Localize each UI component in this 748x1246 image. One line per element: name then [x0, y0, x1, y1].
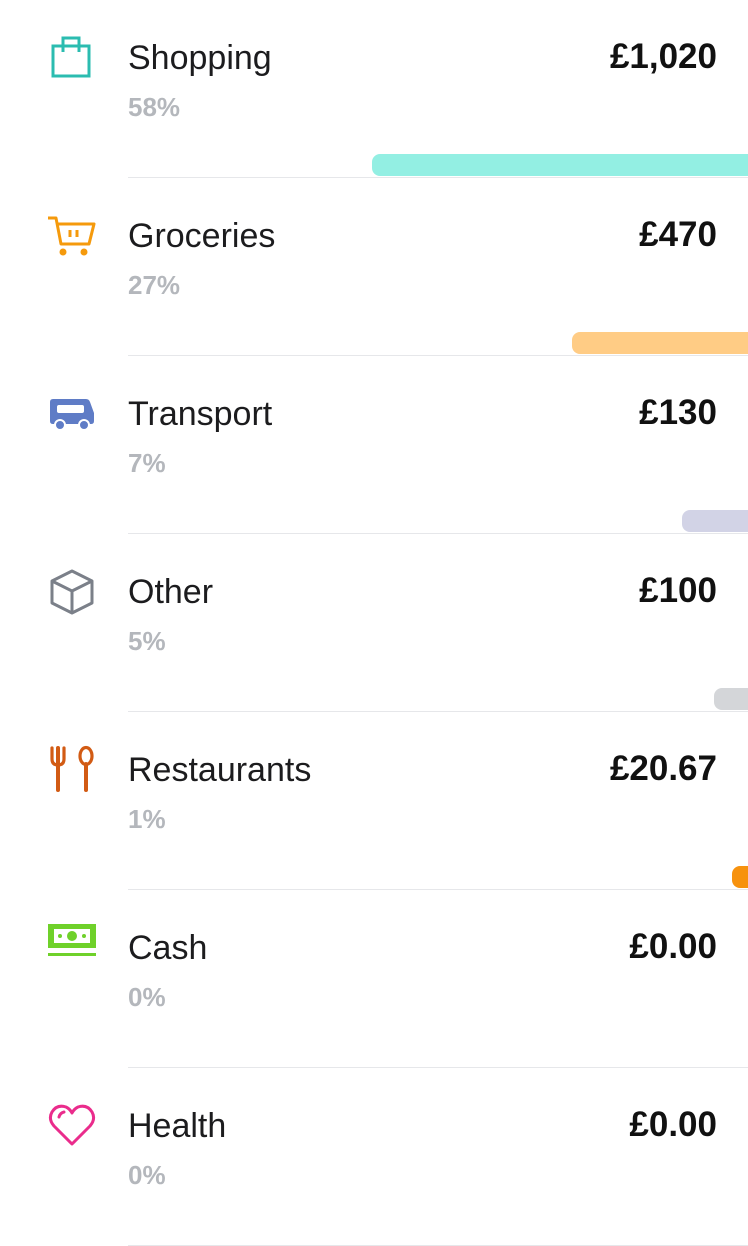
- category-percent: 27%: [128, 270, 181, 300]
- category-row-groceries[interactable]: Groceries 27% £470: [0, 178, 748, 356]
- heart-icon: [46, 1100, 98, 1152]
- category-share-bar: [714, 688, 748, 710]
- category-percent: 7%: [128, 448, 166, 478]
- category-percent: 58%: [128, 92, 181, 122]
- category-share-bar: [572, 332, 748, 354]
- row-divider: [128, 533, 748, 534]
- category-name: Cash: [128, 929, 208, 967]
- category-name: Health: [128, 1107, 227, 1145]
- category-percent: 0%: [128, 1160, 166, 1190]
- category-row-health[interactable]: Health 0% £0.00: [0, 1068, 748, 1246]
- category-percent: 1%: [128, 804, 166, 834]
- category-name: Restaurants: [128, 751, 312, 789]
- category-amount: £20.67: [609, 749, 717, 788]
- category-percent: 0%: [128, 982, 166, 1012]
- fork-spoon-icon: [46, 744, 98, 796]
- category-amount: £130: [639, 393, 717, 432]
- category-row-shopping[interactable]: Shopping 58% £1,020: [0, 0, 748, 178]
- category-row-other[interactable]: Other 5% £100: [0, 534, 748, 712]
- category-share-bar: [732, 866, 748, 888]
- category-amount: £0.00: [629, 927, 717, 966]
- shopping-bag-icon: [46, 32, 98, 84]
- category-row-transport[interactable]: Transport 7% £130: [0, 356, 748, 534]
- category-percent: 5%: [128, 626, 166, 656]
- category-name: Other: [128, 573, 214, 611]
- row-divider: [128, 889, 748, 890]
- category-row-cash[interactable]: Cash 0% £0.00: [0, 890, 748, 1068]
- row-divider: [128, 355, 748, 356]
- row-divider: [128, 711, 748, 712]
- row-divider: [128, 177, 748, 178]
- category-row-restaurants[interactable]: Restaurants 1% £20.67: [0, 712, 748, 890]
- category-amount: £100: [639, 571, 717, 610]
- category-name: Groceries: [128, 217, 276, 255]
- bus-icon: [46, 388, 98, 440]
- category-amount: £1,020: [609, 37, 717, 76]
- category-amount: £0.00: [629, 1105, 717, 1144]
- category-amount: £470: [639, 215, 717, 254]
- category-share-bar: [682, 510, 748, 532]
- row-divider: [128, 1067, 748, 1068]
- banknote-icon: [46, 922, 98, 974]
- box-icon: [46, 566, 98, 618]
- category-name: Transport: [128, 395, 273, 433]
- category-name: Shopping: [128, 39, 272, 77]
- category-share-bar: [372, 154, 748, 176]
- shopping-cart-icon: [46, 210, 98, 262]
